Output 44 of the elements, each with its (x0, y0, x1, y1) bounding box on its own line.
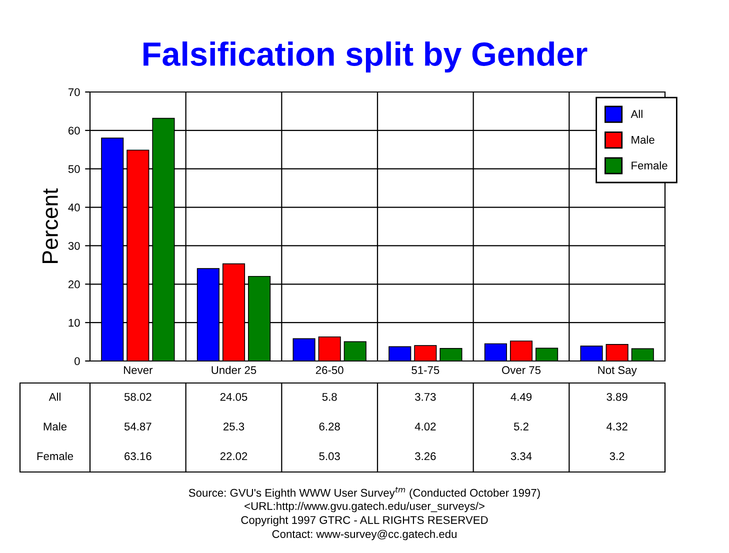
data-label: 3.26 (415, 452, 436, 460)
data-label: 4.49 (510, 392, 532, 401)
y-tick-label: 40 (68, 204, 80, 212)
data-label: 3.2 (610, 452, 624, 460)
y-tick-label: 0 (74, 357, 80, 366)
y-tick-label: 20 (68, 280, 80, 288)
data-label: 3.89 (606, 392, 628, 401)
x-tick-label: Never (124, 366, 153, 374)
data-label: 4.32 (606, 422, 628, 430)
chart-title: Falsification split by Gender (144, 41, 588, 73)
y-tick-label: 70 (68, 88, 80, 96)
data-label: 54.87 (124, 422, 152, 430)
data-label: 25.3 (223, 422, 244, 430)
data-label: 3.73 (415, 392, 436, 401)
x-tick-label: Not Say (598, 366, 637, 376)
x-tick-label: 26-50 (316, 366, 344, 374)
legend-label: Female (632, 161, 668, 170)
data-label: 22.02 (220, 452, 248, 460)
data-label: 5.2 (514, 422, 528, 430)
x-tick-label: Under 25 (212, 366, 256, 374)
legend-label: All (630, 110, 642, 118)
data-label: 5.03 (319, 452, 340, 460)
text: Copyright 1997 GTRC - ALL RIGHTS RESERVED (241, 516, 488, 526)
data-label: 4.02 (414, 422, 436, 430)
data-label: 24.05 (220, 392, 248, 401)
data-label: 3.34 (510, 452, 532, 460)
data-label: 58.02 (124, 392, 152, 401)
data-label: 5.8 (322, 392, 337, 401)
text: Male (44, 422, 67, 430)
y-tick-label: 60 (68, 126, 80, 135)
y-axis-title: Percent (42, 188, 58, 263)
text: All (48, 392, 60, 401)
legend-label: Male (632, 136, 654, 144)
text: Contact: www-survey@cc.gatech.edu (272, 530, 456, 540)
data-label: 63.16 (124, 452, 152, 460)
x-tick-label: 51-75 (412, 366, 440, 374)
text: Female (37, 452, 74, 460)
y-tick-label: 50 (68, 165, 80, 173)
text: <URL:http://www.gvu.gatech.edu/user_surveys/> (244, 502, 484, 512)
y-tick-label: 10 (68, 318, 80, 327)
y-tick-label: 30 (68, 242, 80, 250)
data-label: 6.28 (319, 422, 340, 430)
source-note: Source: GVU's Eighth WWW User Survey$^{tm}$ (Conducted October 1997) (188, 486, 540, 499)
x-tick-label: Over 75 (502, 366, 541, 374)
